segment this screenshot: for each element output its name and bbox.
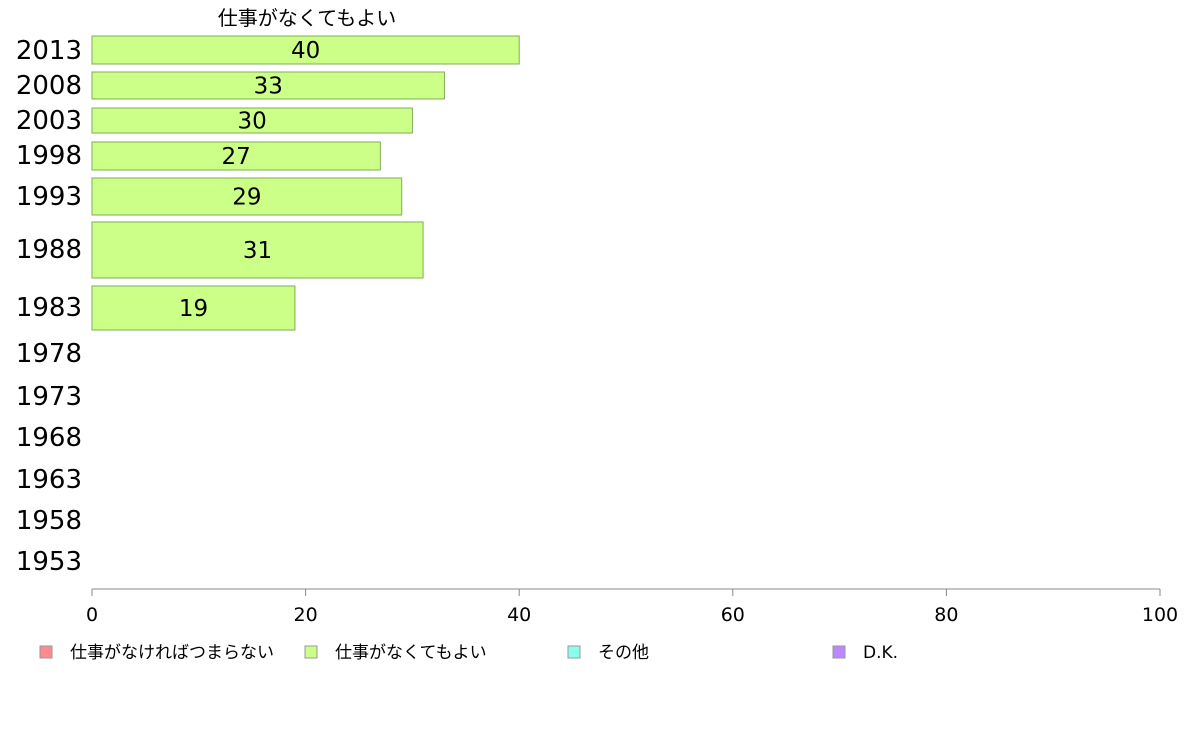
year-label: 1973 bbox=[16, 382, 82, 412]
year-label: 1988 bbox=[16, 235, 82, 265]
bar bbox=[91, 221, 424, 279]
year-label: 2008 bbox=[16, 71, 82, 101]
year-label: 1993 bbox=[16, 182, 82, 212]
year-label: 1978 bbox=[16, 339, 82, 369]
series-title: 仕事がなくてもよい bbox=[218, 6, 396, 30]
legend-label: 仕事がなければつまらない bbox=[70, 643, 274, 663]
legend-swatch bbox=[304, 645, 318, 659]
legend-swatch bbox=[832, 645, 846, 659]
bar-value-label: 30 bbox=[238, 109, 267, 135]
year-label: 1953 bbox=[16, 547, 82, 577]
year-label: 2003 bbox=[16, 106, 82, 136]
bar bbox=[91, 35, 520, 65]
year-label: 1963 bbox=[16, 465, 82, 495]
bar bbox=[91, 177, 403, 216]
legend-label: D.K. bbox=[863, 643, 898, 663]
bars-group: 40 33 30 27 29 31 19 bbox=[91, 35, 520, 331]
x-tick-label: 80 bbox=[934, 604, 958, 626]
year-label: 1983 bbox=[16, 293, 82, 323]
bar-value-label: 33 bbox=[254, 74, 283, 100]
bar-value-label: 19 bbox=[179, 296, 208, 322]
year-label: 1998 bbox=[16, 141, 82, 171]
bar-value-label: 29 bbox=[232, 185, 261, 211]
legend: 仕事がなければつまらない 仕事がなくてもよい その他 D.K. bbox=[39, 643, 898, 663]
year-label: 2013 bbox=[16, 36, 82, 66]
bar bbox=[91, 285, 296, 331]
year-label: 1958 bbox=[16, 506, 82, 536]
legend-swatch bbox=[39, 645, 53, 659]
bar-value-label: 27 bbox=[222, 144, 251, 170]
bar bbox=[91, 71, 445, 100]
legend-swatch bbox=[567, 645, 581, 659]
legend-label: 仕事がなくてもよい bbox=[335, 643, 487, 663]
x-tick-label: 60 bbox=[721, 604, 745, 626]
bar-value-label: 40 bbox=[291, 38, 320, 64]
x-axis: 0 20 40 60 80 100 bbox=[86, 588, 1178, 626]
year-labels-group: 2013 2008 2003 1998 1993 1988 1983 1978 1973 1968… bbox=[16, 36, 82, 577]
legend-label: その他 bbox=[598, 643, 649, 663]
bar bbox=[91, 107, 413, 134]
bar bbox=[91, 141, 381, 171]
year-label: 1968 bbox=[16, 423, 82, 453]
bar-value-label: 31 bbox=[243, 238, 272, 264]
x-tick-label: 20 bbox=[294, 604, 318, 626]
x-tick-label: 100 bbox=[1142, 604, 1178, 626]
x-tick-label: 0 bbox=[86, 604, 98, 626]
x-tick-label: 40 bbox=[507, 604, 531, 626]
